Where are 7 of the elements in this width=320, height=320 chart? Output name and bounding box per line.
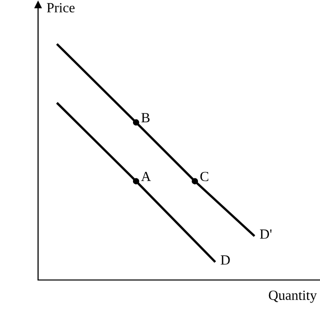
series-label: D <box>220 255 230 265</box>
series-label: D' <box>260 230 272 239</box>
annotation: A <box>141 172 151 182</box>
y-axis-title: Price <box>46 3 75 12</box>
annotation: B <box>141 113 150 122</box>
annotation: C <box>200 172 208 182</box>
x-axis-title: Quantity <box>268 290 317 303</box>
